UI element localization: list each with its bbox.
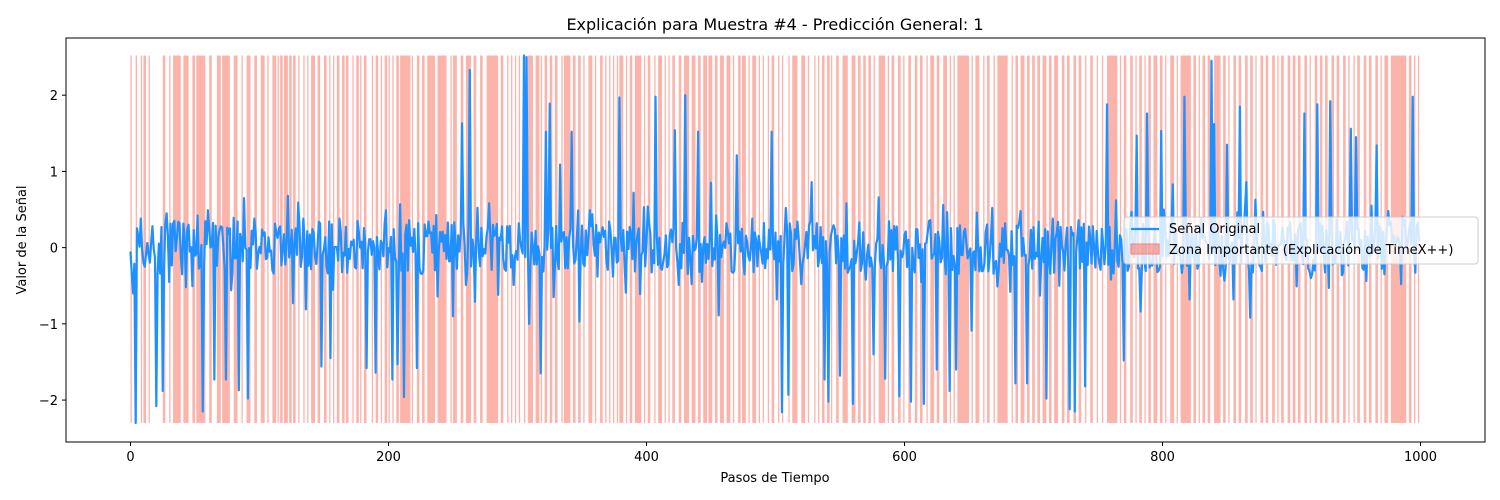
zone-band <box>1073 55 1077 423</box>
x-tick-label: 400 <box>634 450 659 465</box>
zone-band <box>371 55 374 423</box>
zone-band <box>732 55 735 423</box>
zone-band <box>540 55 543 423</box>
zone-band <box>1085 55 1087 423</box>
zone-band <box>908 55 911 423</box>
x-tick-label: 1000 <box>1404 450 1437 465</box>
zone-band <box>222 55 230 423</box>
zone-band <box>868 55 871 423</box>
legend-zone-swatch <box>1130 243 1160 255</box>
zone-band <box>678 55 682 423</box>
y-axis-label: Valor de la Señal <box>15 185 30 294</box>
x-tick-label: 0 <box>126 450 134 465</box>
x-axis-ticks: 0 200 400 600 800 1000 <box>126 442 1437 465</box>
zone-band <box>873 55 875 423</box>
zone-band <box>983 55 985 423</box>
zone-band <box>396 55 399 423</box>
plot-frame <box>65 37 1486 443</box>
zone-band <box>953 55 955 423</box>
legend-signal-label: Señal Original <box>1169 222 1260 237</box>
zone-band <box>827 55 830 423</box>
zone-band <box>473 55 477 423</box>
zone-band <box>583 55 585 423</box>
legend-box <box>1123 216 1479 265</box>
zone-band <box>130 55 132 423</box>
zone-band <box>993 55 995 423</box>
y-tick-label: 1 <box>50 165 58 180</box>
zone-band <box>1061 55 1065 423</box>
zone-band <box>720 55 724 423</box>
zone-band <box>741 55 746 423</box>
zone-band <box>514 55 517 423</box>
y-tick-label: −1 <box>39 318 58 333</box>
zone-band <box>878 55 886 423</box>
zone-band <box>277 55 279 423</box>
zone-band <box>511 55 513 423</box>
zone-band <box>1027 55 1030 423</box>
zone-band <box>930 55 935 423</box>
legend: Señal Original Zona Importante (Explicac… <box>1123 216 1479 265</box>
y-axis-ticks: −2 −1 0 1 2 <box>39 89 66 409</box>
x-tick-label: 600 <box>892 450 917 465</box>
zone-band <box>143 55 146 423</box>
zone-band <box>148 55 150 423</box>
zone-band <box>898 55 901 423</box>
zone-band <box>260 55 265 423</box>
y-tick-label: −2 <box>39 394 58 409</box>
x-tick-label: 800 <box>1150 450 1175 465</box>
zone-band <box>818 55 820 423</box>
zone-band <box>342 55 345 423</box>
legend-zone-label: Zona Importante (Explicación de TimeX++) <box>1169 243 1453 258</box>
zone-band <box>801 55 806 423</box>
zone-band <box>460 55 464 423</box>
zone-band <box>572 55 576 423</box>
zone-band <box>778 55 780 423</box>
zone-band <box>535 55 540 423</box>
zone-band <box>781 55 784 423</box>
zone-band <box>588 55 593 423</box>
zone-band <box>609 55 611 423</box>
zone-band <box>544 55 548 423</box>
y-tick-label: 0 <box>50 242 58 257</box>
zone-band <box>647 55 651 423</box>
zone-band <box>1048 55 1052 423</box>
y-tick-label: 2 <box>50 89 58 104</box>
zone-band <box>196 55 206 423</box>
zone-band <box>333 55 335 423</box>
zone-band <box>388 55 390 423</box>
zone-band <box>851 55 856 423</box>
zone-band <box>360 55 362 423</box>
zone-band <box>233 55 238 423</box>
zone-band <box>1107 55 1118 423</box>
zone-band <box>748 55 750 423</box>
zone-band <box>971 55 973 423</box>
x-tick-label: 200 <box>376 450 401 465</box>
zone-band <box>380 55 383 423</box>
zone-band <box>919 55 923 423</box>
zone-band <box>246 55 251 423</box>
chart-title: Explicación para Muestra #4 - Predicción… <box>566 15 983 34</box>
x-axis-label: Pasos de Tiempo <box>720 471 829 486</box>
